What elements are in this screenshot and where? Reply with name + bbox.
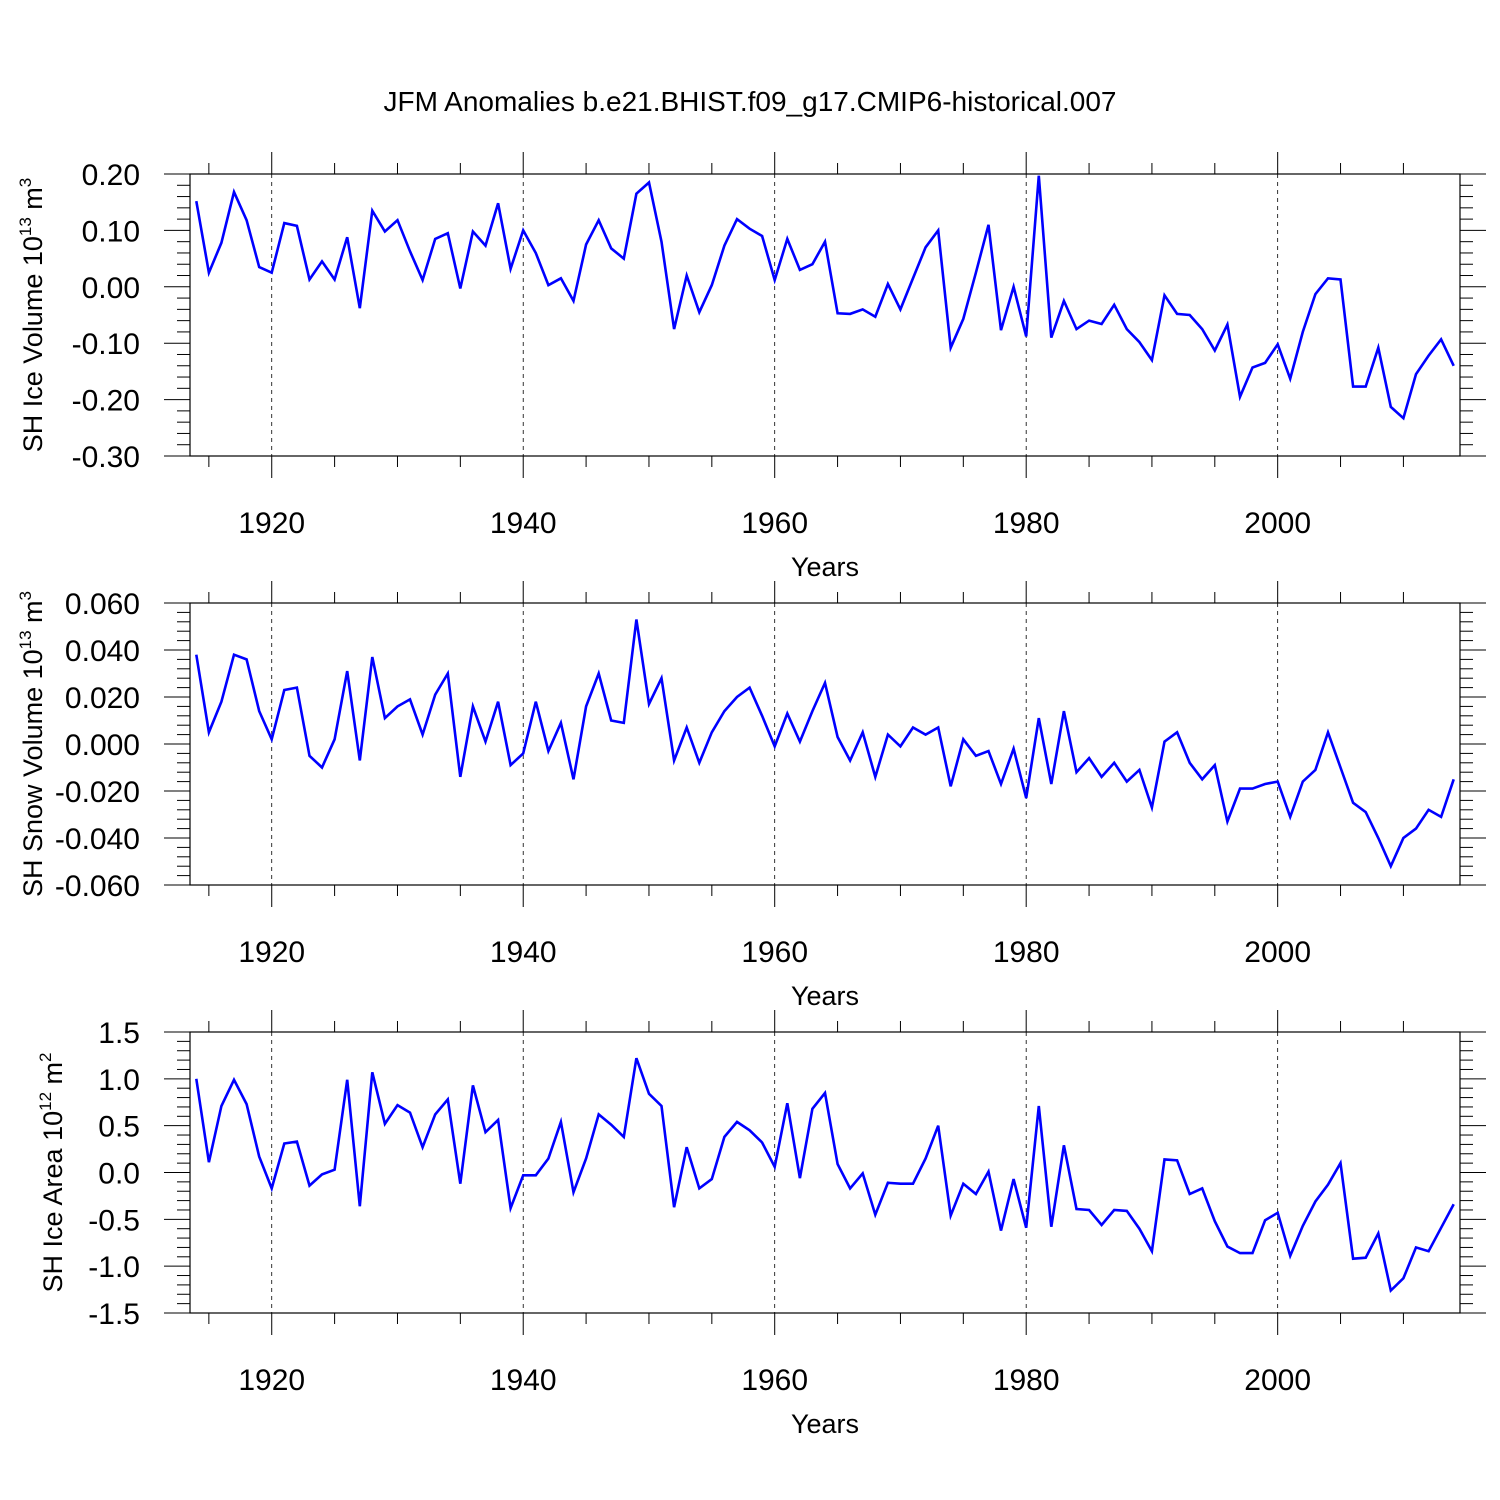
y-tick-label: 0.5 [98, 1111, 140, 1144]
plot-frame [189, 173, 1461, 457]
x-tick-label: 1960 [741, 936, 808, 969]
x-tick-label: 1960 [741, 507, 808, 540]
y-tick-label: -0.30 [72, 441, 140, 474]
x-tick-label: 1980 [993, 936, 1060, 969]
x-tick-label: 1980 [993, 1364, 1060, 1397]
y-tick-label: 0.000 [65, 729, 140, 762]
x-tick-label: 2000 [1244, 507, 1311, 540]
chart-title: JFM Anomalies b.e21.BHIST.f09_g17.CMIP6-… [383, 86, 1116, 117]
plot-frame [189, 602, 1461, 886]
plot-frame [189, 1031, 1461, 1314]
x-tick-label: 1940 [490, 1364, 557, 1397]
x-axis-label: Years [791, 552, 859, 582]
x-axis-label: Years [791, 1409, 859, 1439]
x-tick-label: 1920 [238, 936, 305, 969]
y-tick-label: 0.0 [98, 1158, 140, 1191]
series-line [195, 1057, 1455, 1294]
y-tick-label: 0.040 [65, 635, 140, 668]
y-tick-label: 1.5 [98, 1017, 140, 1050]
y-tick-label: -0.10 [72, 328, 140, 361]
x-tick-label: 1920 [238, 507, 305, 540]
panel-2: -0.060 -0.040 -0.020 0.000 0.020 0.040 0.060 19… [16, 581, 1486, 1011]
x-tick-label: 2000 [1244, 936, 1311, 969]
x-axis-label: Years [791, 981, 859, 1011]
y-tick-label: -0.040 [55, 823, 140, 856]
y-tick-label: 0.20 [82, 159, 140, 192]
x-tick-label: 1940 [490, 936, 557, 969]
y-tick-label: -0.020 [55, 776, 140, 809]
y-tick-label: 0.10 [82, 215, 140, 248]
panel-3: -1.5 -1.0 -0.5 0.0 0.5 1.0 1.5 1920 1940 1960 1980… [36, 1010, 1486, 1439]
x-tick-label: 1940 [490, 507, 557, 540]
x-tick-label: 1980 [993, 507, 1060, 540]
y-tick-label: -0.5 [88, 1204, 140, 1237]
y-axis-label: SH Ice Area 1012 m2 [36, 1053, 68, 1293]
y-tick-label: -0.20 [72, 385, 140, 418]
x-tick-label: 1960 [741, 1364, 808, 1397]
y-tick-label: -0.060 [55, 870, 140, 903]
y-tick-label: -1.5 [88, 1298, 140, 1331]
y-tick-label: 0.020 [65, 682, 140, 715]
panel-1: -0.30 -0.20 -0.10 0.00 0.10 0.20 1920 1940 1960 1… [16, 152, 1486, 582]
series-line [195, 175, 1455, 421]
y-tick-label: -1.0 [88, 1251, 140, 1284]
series-line [195, 619, 1455, 870]
y-axis-label: SH Snow Volume 1013 m3 [16, 591, 48, 897]
x-tick-label: 1920 [238, 1364, 305, 1397]
y-axis-label: SH Ice Volume 1013 m3 [16, 178, 48, 453]
y-tick-label: 0.00 [82, 272, 140, 305]
x-tick-label: 2000 [1244, 1364, 1311, 1397]
y-tick-label: 0.060 [65, 588, 140, 621]
y-tick-label: 1.0 [98, 1064, 140, 1097]
